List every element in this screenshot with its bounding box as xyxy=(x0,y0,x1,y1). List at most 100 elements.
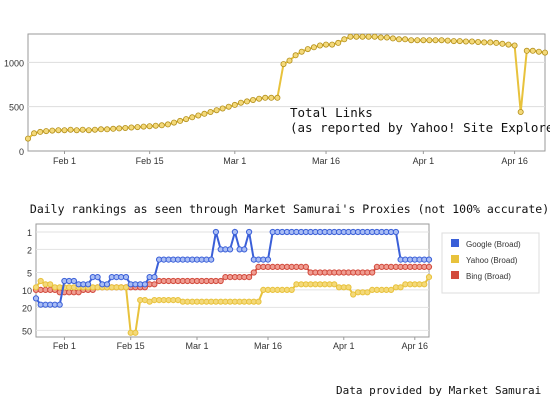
data-point xyxy=(122,125,129,132)
data-point xyxy=(79,126,86,133)
x-tick-label: Feb 15 xyxy=(136,156,164,166)
data-source-footer: Data provided by Market Samurai xyxy=(336,384,542,397)
data-point xyxy=(395,36,402,43)
google-data-point xyxy=(231,228,238,236)
data-point xyxy=(420,37,427,44)
y-tick-label: 20 xyxy=(22,303,32,313)
yahoo-data-point xyxy=(425,274,433,281)
data-point xyxy=(335,39,342,46)
total-links-chart: 0 500 1000 Feb 1 Feb 15 Mar 1 Mar 16 Apr 1 Apr 1… xyxy=(4,33,550,166)
daily-rankings-chart: Daily rankings as seen through Market Sa… xyxy=(22,202,550,351)
data-point xyxy=(292,52,299,59)
google-data-point xyxy=(94,274,101,281)
legend-label-google: Google (Broad) xyxy=(466,240,521,249)
yahoo-data-point xyxy=(32,284,40,291)
data-point xyxy=(55,127,62,134)
yahoo-data-point xyxy=(37,277,44,285)
x-tick-label: Apr 16 xyxy=(402,341,429,351)
x-tick-label: Mar 1 xyxy=(185,341,208,351)
data-point xyxy=(85,127,92,134)
yahoo-data-point xyxy=(255,298,262,305)
x-tick-label: Mar 16 xyxy=(312,156,340,166)
data-point xyxy=(158,122,165,129)
data-point xyxy=(98,126,105,133)
google-data-point xyxy=(70,277,78,285)
bing-data-point xyxy=(217,277,224,285)
x-tick-label: Apr 1 xyxy=(413,156,435,166)
data-point xyxy=(298,48,305,55)
data-point xyxy=(529,47,536,54)
y-tick-label: 0 xyxy=(19,147,24,157)
data-point xyxy=(110,125,117,132)
google-data-point xyxy=(264,256,272,263)
google-data-point xyxy=(103,281,111,288)
data-point xyxy=(359,33,366,40)
annotation-line: (as reported by Yahoo! Site Explorer) xyxy=(290,120,550,135)
chart-annotation: Total Links (as reported by Yahoo! Site E… xyxy=(290,105,550,135)
yahoo-data-point xyxy=(388,286,395,293)
y-tick-label: 1000 xyxy=(4,58,24,68)
data-point xyxy=(450,38,457,45)
bing-data-point xyxy=(425,263,433,270)
google-data-point xyxy=(241,246,248,253)
yahoo-data-point xyxy=(331,281,338,288)
yahoo-data-point xyxy=(47,281,54,288)
legend-swatch-yahoo xyxy=(451,255,459,263)
google-data-point xyxy=(425,256,433,263)
data-point xyxy=(189,114,196,121)
google-data-point xyxy=(56,301,63,308)
data-point xyxy=(371,33,378,40)
data-point xyxy=(426,37,433,44)
data-point xyxy=(231,101,238,108)
annotation-line: Total Links xyxy=(290,105,373,120)
x-tick-label: Feb 1 xyxy=(53,341,76,351)
yahoo-data-point xyxy=(288,286,295,293)
bing-data-point xyxy=(369,269,376,276)
data-point xyxy=(322,41,329,48)
data-point xyxy=(195,112,202,119)
data-point xyxy=(438,37,445,44)
data-point xyxy=(456,38,463,45)
data-point xyxy=(432,37,439,44)
data-point xyxy=(310,44,317,51)
google-data-point xyxy=(392,228,399,236)
data-point xyxy=(365,33,372,40)
legend-swatch-google xyxy=(451,239,459,247)
data-point xyxy=(347,33,354,40)
data-point xyxy=(146,123,153,130)
legend-label-bing: Bing (Broad) xyxy=(466,272,511,281)
x-tick-label: Mar 16 xyxy=(254,341,282,351)
data-point xyxy=(280,61,287,68)
data-point xyxy=(43,128,50,135)
yahoo-data-point xyxy=(397,284,404,291)
bing-data-point xyxy=(302,263,309,270)
bing-data-point xyxy=(250,269,257,276)
data-point xyxy=(249,97,256,104)
x-tick-label: Feb 1 xyxy=(53,156,76,166)
data-point xyxy=(24,135,31,142)
data-point xyxy=(177,117,184,124)
data-point xyxy=(170,119,177,126)
data-point xyxy=(304,46,311,53)
data-point xyxy=(316,42,323,49)
data-point xyxy=(475,39,482,46)
data-point xyxy=(274,94,281,101)
data-point xyxy=(262,94,269,101)
yahoo-data-point xyxy=(132,329,139,336)
data-point xyxy=(505,41,512,48)
data-point xyxy=(468,38,475,45)
data-point xyxy=(134,124,141,131)
data-point xyxy=(67,126,74,133)
data-point xyxy=(61,127,68,134)
google-data-point xyxy=(151,274,158,281)
data-point xyxy=(213,107,220,114)
data-point xyxy=(414,37,421,44)
yahoo-data-point xyxy=(122,284,130,291)
data-point xyxy=(140,123,147,130)
yahoo-data-point xyxy=(364,289,371,296)
data-point xyxy=(487,39,494,46)
data-point xyxy=(128,124,135,131)
y-tick-label: 50 xyxy=(22,326,32,336)
x-tick-label: Apr 16 xyxy=(501,156,528,166)
data-point xyxy=(377,34,384,41)
